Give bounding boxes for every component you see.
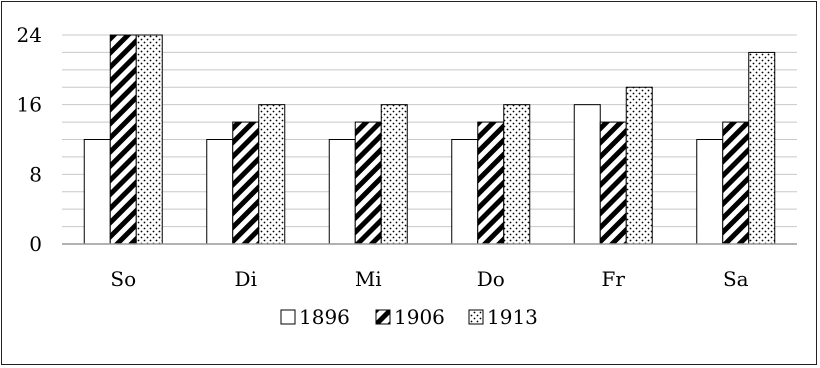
bars [83,34,776,245]
x-tick-label: Mi [355,267,382,291]
bar-1906-Do [477,121,505,245]
legend-swatch-1913 [468,309,484,325]
x-tick-label: Fr [602,267,626,291]
bar-1896-Fr [573,104,601,245]
bar-1913-Do [503,104,531,245]
legend-swatch-1896 [280,309,296,325]
legend: 1896 1906 1913 [280,305,538,329]
y-tick-label: 8 [29,162,42,186]
bar-1896-Sa [696,139,724,245]
bar-1896-Di [206,139,234,245]
gridlines [62,34,797,228]
x-tick-label: Di [235,267,257,291]
bar-1896-Mi [328,139,356,245]
x-axis: So Di Mi Do Fr Sa [62,243,797,291]
legend-swatch-1906 [375,309,391,325]
bar-1906-Di [232,121,260,245]
bar-1906-Mi [354,121,382,245]
bar-1906-Sa [722,121,750,245]
bar-1906-Fr [599,121,627,245]
bar-1896-So [83,139,111,245]
legend-label: 1906 [394,305,445,329]
x-tick-label: Do [477,267,505,291]
x-tick-label: So [110,267,136,291]
y-tick-label: 0 [29,232,42,256]
bar-1913-Di [258,104,286,245]
legend-label: 1913 [487,305,538,329]
y-axis-ticks: 0 8 16 24 [17,23,42,256]
bar-1896-Do [451,139,479,245]
bar-1913-So [135,34,163,245]
x-tick-label: Sa [723,267,749,291]
bar-chart: 0 8 16 24 So Di Mi Do Fr Sa 1896 1906 1913 [17,23,797,329]
bar-1913-Sa [748,51,776,245]
bar-1906-So [109,34,137,245]
legend-label: 1896 [299,305,350,329]
y-tick-label: 16 [17,93,42,117]
bar-1913-Mi [380,104,408,245]
y-tick-label: 24 [17,23,42,47]
bar-1913-Fr [625,86,653,245]
